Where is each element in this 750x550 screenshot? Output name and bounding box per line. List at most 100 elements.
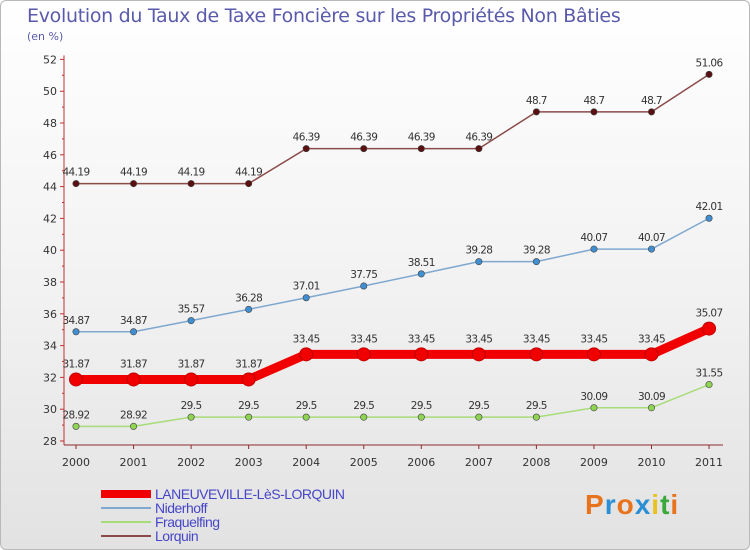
data-label: 28.92 — [120, 409, 147, 421]
series-niderhoff: 34.87 34.87 35.57 36.28 37.01 37.75 38.51 39.28… — [62, 201, 723, 336]
legend-label: Lorquin — [155, 528, 199, 544]
data-point — [586, 347, 601, 362]
legend-swatch — [101, 535, 151, 537]
data-point — [475, 258, 483, 266]
x-tick-label: 2005 — [350, 456, 378, 469]
y-tick-label: 42 — [43, 212, 57, 225]
data-point — [414, 347, 429, 362]
data-point — [360, 282, 368, 290]
data-point — [417, 145, 425, 153]
data-point — [126, 372, 141, 387]
data-label: 38.51 — [408, 257, 435, 269]
data-label: 30.09 — [580, 391, 607, 403]
data-label: 29.5 — [468, 400, 489, 412]
data-point — [532, 108, 540, 116]
data-point — [590, 108, 598, 116]
data-point — [590, 404, 598, 412]
series-line — [75, 217, 710, 333]
data-point — [475, 145, 483, 153]
data-label: 34.87 — [120, 315, 147, 327]
data-label: 33.45 — [293, 333, 320, 345]
data-label: 48.7 — [641, 95, 662, 107]
data-point — [705, 70, 713, 78]
data-point — [72, 328, 80, 336]
x-tick-label: 2009 — [580, 456, 608, 469]
x-tick-label: 2000 — [62, 456, 90, 469]
x-tick-label: 2010 — [638, 456, 666, 469]
x-tick-label: 2007 — [465, 456, 493, 469]
data-label: 37.75 — [350, 269, 377, 281]
data-point — [360, 145, 368, 153]
data-label: 46.39 — [293, 132, 320, 144]
x-tick-label: 2011 — [695, 456, 723, 469]
data-point — [302, 294, 310, 302]
data-label: 46.39 — [408, 132, 435, 144]
series-line — [71, 324, 714, 384]
data-point — [299, 347, 314, 362]
data-label: 40.07 — [580, 232, 607, 244]
legend-swatch — [101, 521, 151, 523]
data-label: 33.45 — [580, 333, 607, 345]
data-point — [130, 180, 138, 188]
y-tick-label: 38 — [43, 276, 57, 289]
x-tick-label: 2004 — [292, 456, 320, 469]
data-point — [360, 413, 368, 421]
data-label: 37.01 — [293, 281, 320, 293]
data-label: 29.5 — [238, 400, 259, 412]
x-tick-label: 2006 — [407, 456, 435, 469]
data-label: 33.45 — [638, 333, 665, 345]
proxiti-logo: Proxiti — [585, 489, 679, 521]
series-line — [75, 383, 710, 428]
logo-letter: t — [660, 489, 671, 520]
data-label: 28.92 — [62, 409, 89, 421]
data-label: 44.19 — [62, 167, 89, 179]
y-tick-label: 32 — [43, 371, 57, 384]
data-point — [417, 413, 425, 421]
logo-letter: r — [604, 489, 617, 520]
data-label: 46.39 — [465, 132, 492, 144]
data-point — [647, 108, 655, 116]
data-label: 51.06 — [696, 57, 724, 69]
data-label: 31.87 — [120, 358, 147, 370]
data-point — [241, 372, 256, 387]
series-fraquelfing: 28.92 28.92 29.5 29.5 29.5 29.5 29.5 29.5 29.5 30… — [62, 368, 723, 430]
data-point — [356, 347, 371, 362]
data-label: 39.28 — [523, 245, 550, 257]
data-point — [471, 347, 486, 362]
data-label: 31.87 — [62, 358, 89, 370]
data-label: 35.07 — [696, 308, 723, 320]
data-point — [245, 180, 253, 188]
chart-title: Evolution du Taux de Taxe Foncière sur l… — [27, 5, 621, 27]
y-tick-label: 48 — [43, 117, 57, 130]
logo-letter: P — [585, 489, 605, 520]
data-point — [590, 245, 598, 253]
data-point — [184, 372, 199, 387]
data-label: 29.5 — [181, 400, 202, 412]
data-label: 31.87 — [235, 358, 262, 370]
series-lorquin: 44.19 44.19 44.19 44.19 46.39 46.39 46.39 46.39… — [62, 57, 724, 188]
data-point — [417, 270, 425, 278]
data-point — [647, 245, 655, 253]
logo-letter: i — [670, 489, 680, 520]
y-tick-label: 46 — [43, 149, 57, 162]
x-tick-label: 2003 — [235, 456, 263, 469]
data-label: 33.45 — [465, 333, 492, 345]
data-label: 33.45 — [408, 333, 435, 345]
data-point — [130, 422, 138, 430]
y-tick-label: 36 — [43, 308, 57, 321]
logo-letter: o — [616, 489, 635, 520]
data-label: 48.7 — [583, 95, 604, 107]
data-label: 36.28 — [235, 292, 262, 304]
data-label: 35.57 — [178, 304, 205, 316]
y-tick-label: 28 — [43, 435, 57, 448]
data-point — [532, 258, 540, 266]
data-point — [302, 413, 310, 421]
data-point — [475, 413, 483, 421]
data-label: 29.5 — [353, 400, 374, 412]
data-point — [302, 145, 310, 153]
data-label: 34.87 — [62, 315, 89, 327]
data-point — [702, 321, 717, 336]
logo-letter: i — [651, 489, 661, 520]
data-point — [245, 305, 253, 313]
